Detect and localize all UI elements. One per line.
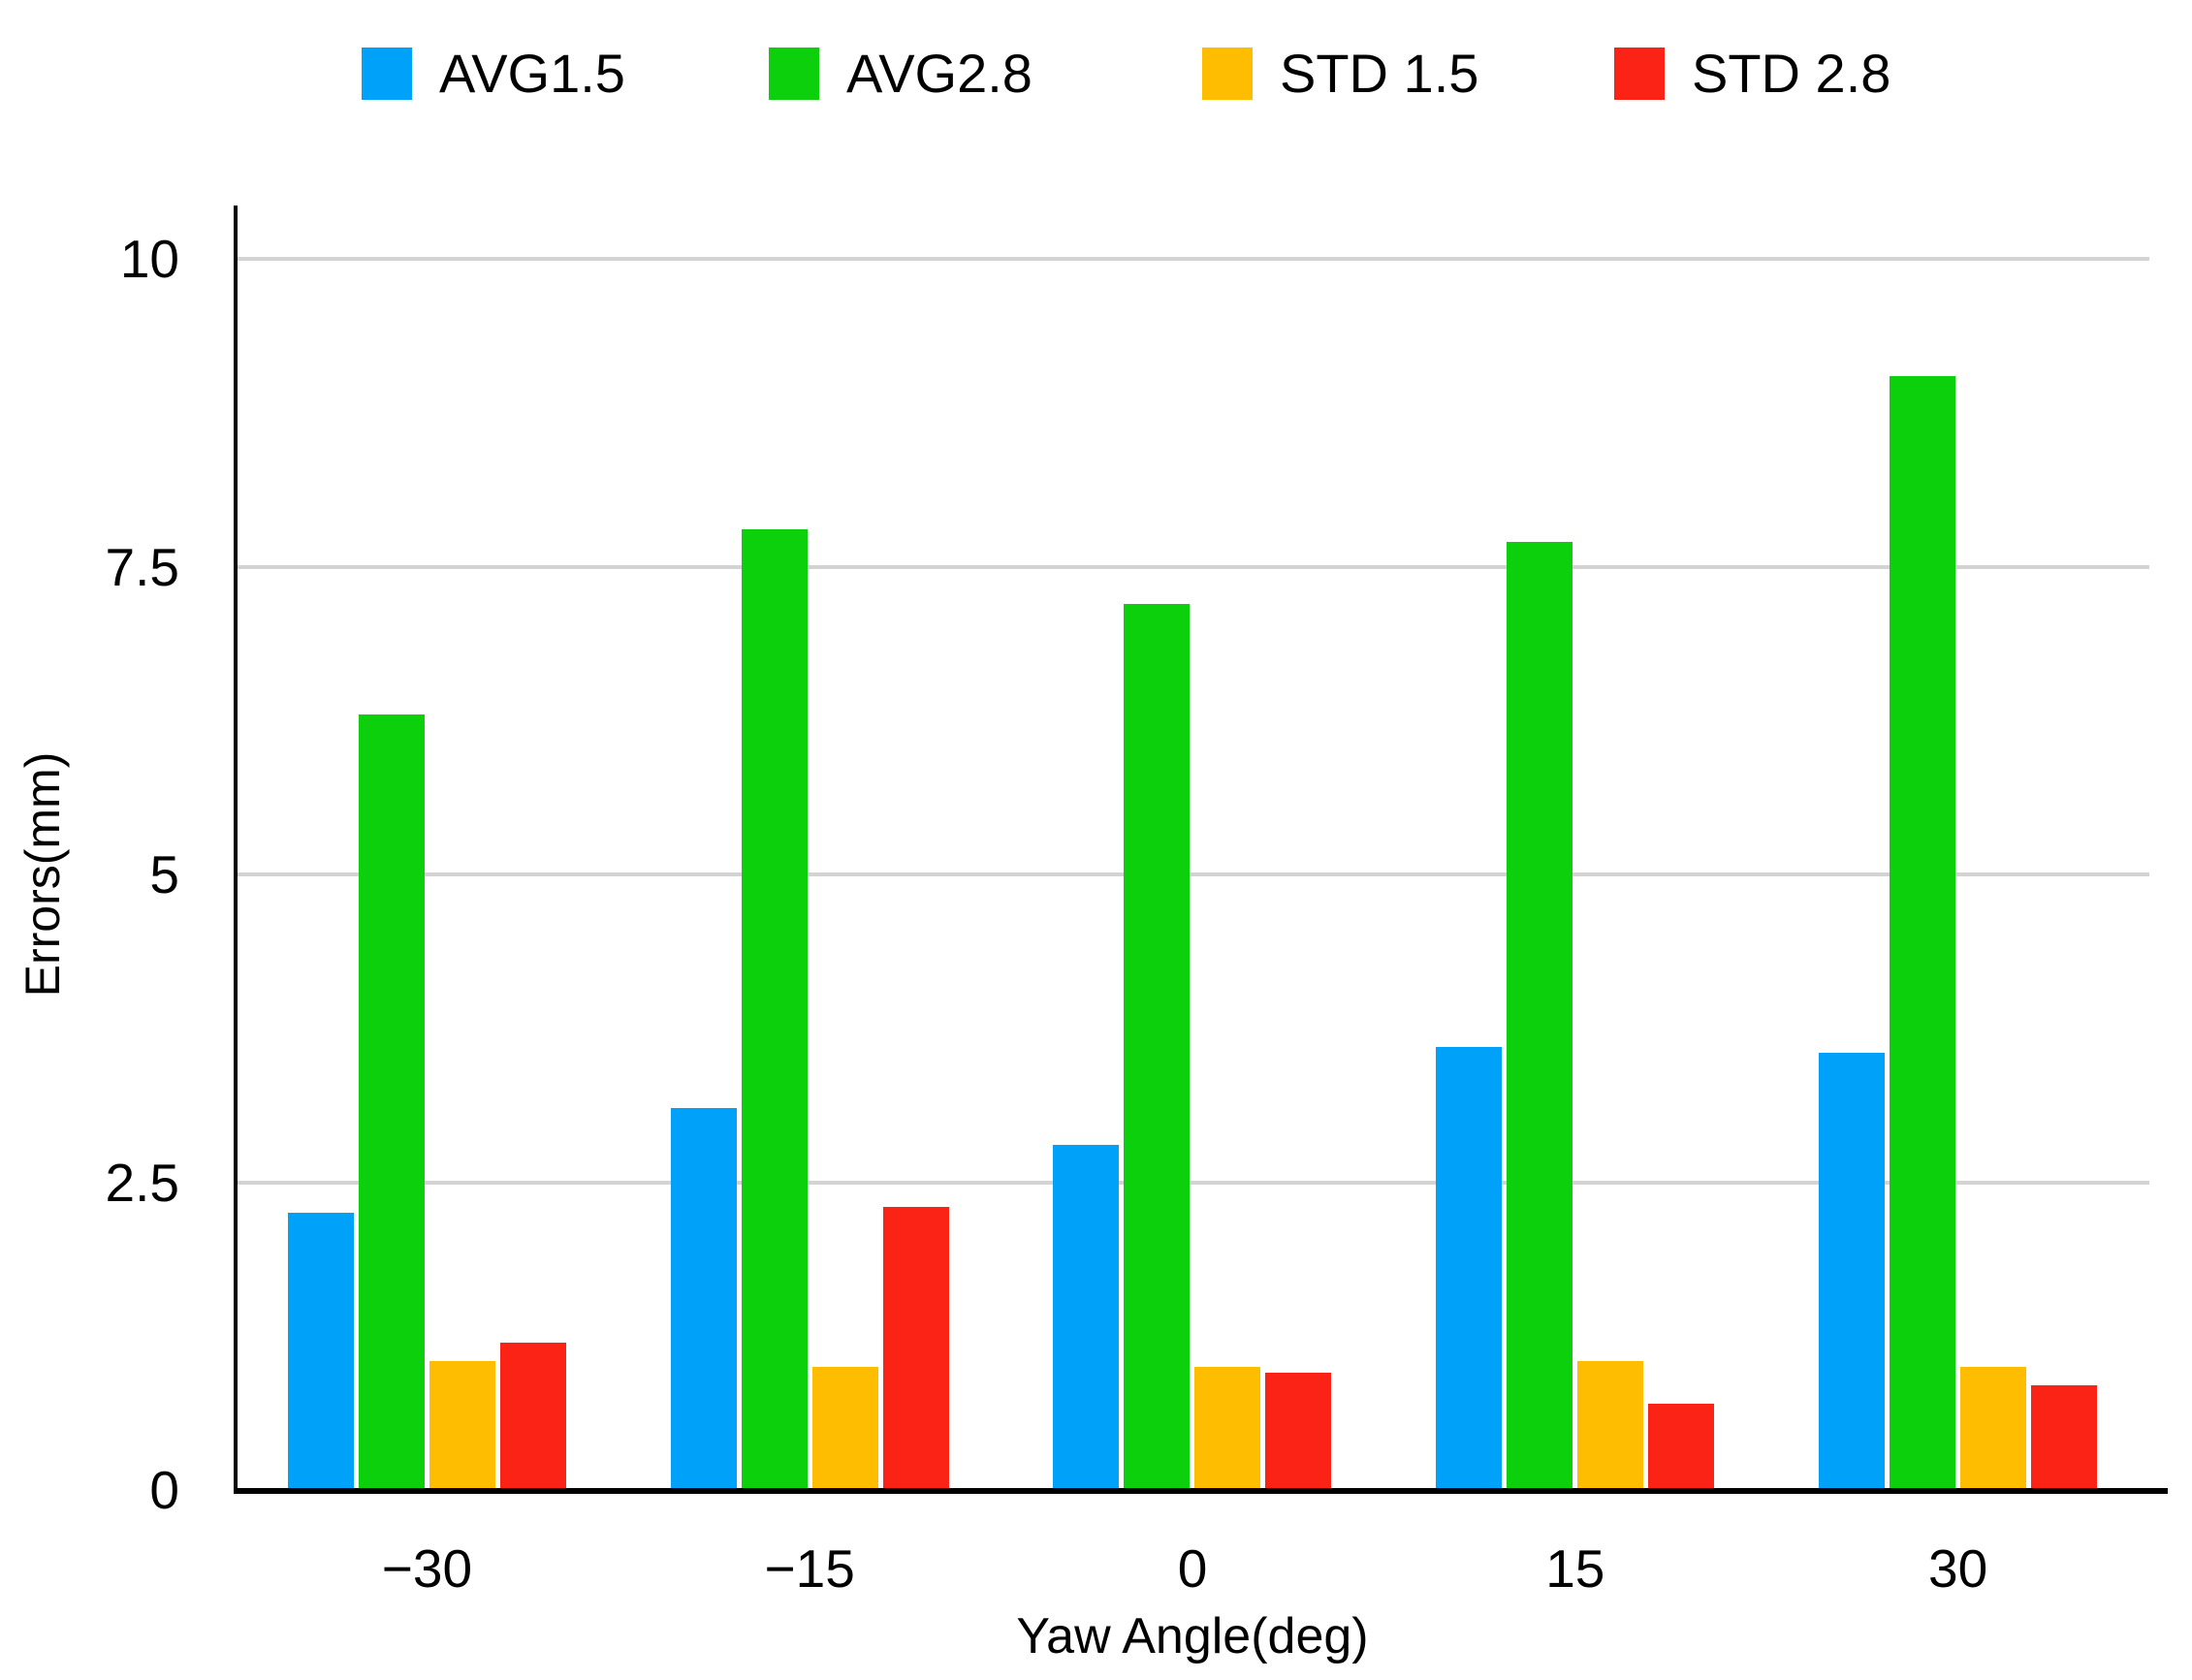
bar-avg1.5-0 bbox=[1053, 1145, 1120, 1490]
bar-avg2.8-−30 bbox=[358, 713, 425, 1490]
bar-avg1.5-−15 bbox=[670, 1108, 737, 1490]
legend-label-avg2.8: AVG2.8 bbox=[846, 43, 1032, 104]
legend-swatch-icon-avg2.8 bbox=[769, 48, 819, 100]
bar-std2.8-−15 bbox=[882, 1206, 949, 1490]
x-tick-label-−15: −15 bbox=[764, 1538, 855, 1599]
bar-group-15 bbox=[1383, 259, 1766, 1490]
plot-area: 0 2.5 5 7.5 10 bbox=[106, 229, 2149, 1520]
bar-group-30 bbox=[1766, 259, 2149, 1490]
gridline-10 bbox=[236, 257, 2149, 261]
bar-std2.8-−30 bbox=[499, 1342, 566, 1490]
bar-avg1.5-−30 bbox=[287, 1213, 354, 1490]
bar-std1.5-30 bbox=[1960, 1367, 2027, 1490]
y-tick-label-10: 10 bbox=[119, 229, 179, 289]
gridline-5 bbox=[236, 872, 2149, 876]
legend-item-std2.8: STD 2.8 bbox=[1614, 47, 1890, 101]
y-tick-label-7.5: 7.5 bbox=[105, 536, 179, 597]
bar-std2.8-15 bbox=[1648, 1404, 1715, 1490]
gridline-7.5 bbox=[236, 564, 2149, 569]
legend-label-std1.5: STD 1.5 bbox=[1280, 43, 1479, 104]
x-tick-labels: −30 −15 0 15 30 bbox=[236, 1530, 2149, 1607]
bar-avg2.8-30 bbox=[1890, 375, 1956, 1490]
y-tick-label-0: 0 bbox=[149, 1460, 179, 1520]
bar-avg2.8-15 bbox=[1507, 542, 1573, 1490]
x-tick-label-30: 30 bbox=[1927, 1538, 1988, 1599]
bar-avg1.5-15 bbox=[1436, 1046, 1503, 1490]
bar-avg1.5-30 bbox=[1819, 1053, 1886, 1490]
bar-avg2.8-−15 bbox=[741, 529, 808, 1490]
legend-item-avg1.5: AVG1.5 bbox=[362, 47, 625, 101]
bar-std2.8-0 bbox=[1265, 1373, 1332, 1490]
gridline-2.5 bbox=[236, 1180, 2149, 1185]
x-tick-label-0: 0 bbox=[1177, 1538, 1208, 1599]
bar-std1.5-−15 bbox=[811, 1367, 878, 1490]
bar-std2.8-30 bbox=[2031, 1385, 2098, 1490]
bar-groups bbox=[236, 259, 2149, 1490]
bar-avg2.8-0 bbox=[1124, 603, 1191, 1490]
y-tick-label-5: 5 bbox=[149, 844, 179, 904]
chart-legend: AVG1.5 AVG2.8 STD 1.5 STD 2.8 bbox=[0, 0, 2192, 165]
legend-item-avg2.8: AVG2.8 bbox=[769, 47, 1032, 101]
bar-group-0 bbox=[1001, 259, 1384, 1490]
x-axis-title: Yaw Angle(deg) bbox=[1016, 1608, 1369, 1664]
legend-swatch-icon-std1.5 bbox=[1202, 48, 1253, 100]
x-axis-line bbox=[234, 1488, 2168, 1494]
x-tick-label-−30: −30 bbox=[381, 1538, 473, 1599]
bar-std1.5-15 bbox=[1577, 1360, 1644, 1490]
bar-group-−30 bbox=[236, 259, 619, 1490]
bar-std1.5-−30 bbox=[429, 1360, 495, 1490]
bar-group-−15 bbox=[619, 259, 1001, 1490]
legend-item-std1.5: STD 1.5 bbox=[1202, 47, 1478, 101]
y-axis-line bbox=[234, 206, 238, 1494]
legend-label-avg1.5: AVG1.5 bbox=[439, 43, 625, 104]
legend-label-std2.8: STD 2.8 bbox=[1692, 43, 1891, 104]
bar-std1.5-0 bbox=[1194, 1367, 1261, 1490]
legend-swatch-icon-avg1.5 bbox=[362, 48, 412, 100]
legend-swatch-icon-std2.8 bbox=[1614, 48, 1665, 100]
y-tick-label-2.5: 2.5 bbox=[105, 1152, 179, 1213]
x-tick-label-15: 15 bbox=[1545, 1538, 1605, 1599]
